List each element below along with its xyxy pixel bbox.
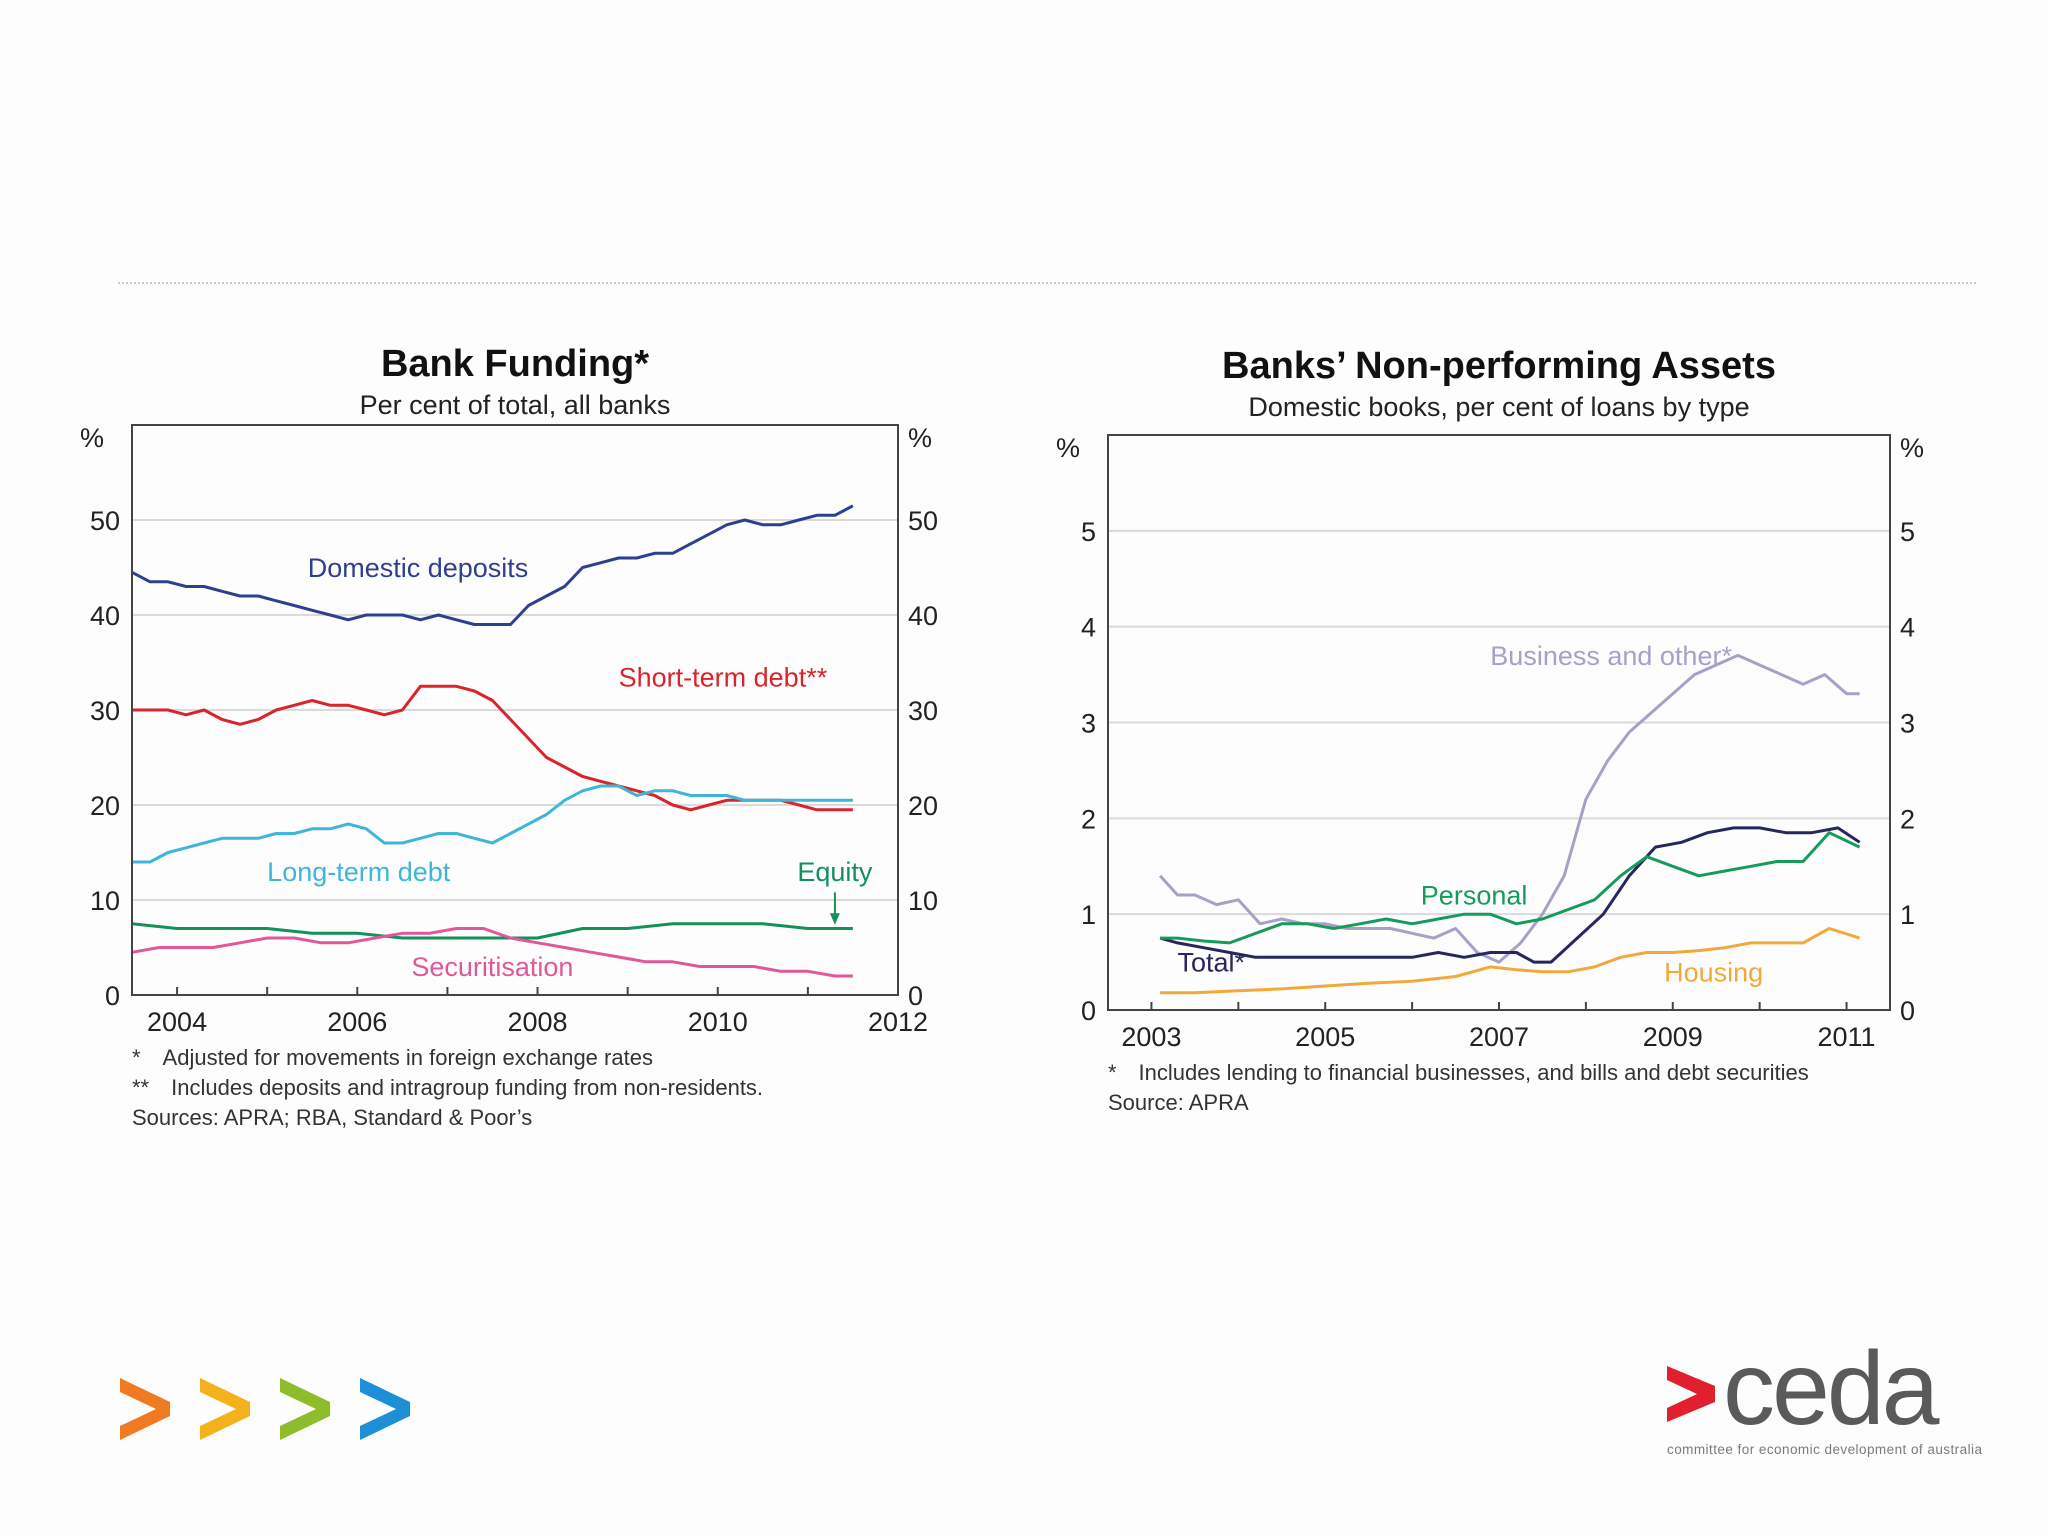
bank-funding-svg: Bank Funding* Per cent of total, all bank…: [80, 343, 938, 1130]
ceda-chevron-icon: [1667, 1366, 1715, 1422]
series-label-total: Total*: [1178, 948, 1246, 978]
series-line-equity: [131, 922, 853, 940]
y-tick-label-left: 0: [105, 981, 120, 1011]
y-tick-label-left: 10: [90, 886, 120, 916]
y-tick-label-left: 0: [1081, 996, 1096, 1026]
x-tick-label: 2006: [327, 1007, 387, 1037]
series-label-business: Business and other*: [1490, 641, 1732, 671]
y-tick-label-left: 4: [1081, 613, 1096, 643]
series-line-business: [1158, 653, 1860, 964]
series-label-longterm: Long-term debt: [267, 857, 451, 887]
series-line-personal: [1160, 831, 1861, 945]
y-tick-label-left: 50: [90, 506, 120, 536]
ceda-tagline: committee for economic development of au…: [1667, 1442, 1982, 1457]
chart-title: Bank Funding*: [381, 343, 649, 385]
y-tick-label-right: 40: [908, 601, 938, 631]
series-line-total: [1159, 826, 1861, 964]
chart-title: Banks’ Non-performing Assets: [1222, 345, 1776, 387]
y-tick-label-left: 30: [90, 696, 120, 726]
divider-rule: [118, 282, 1976, 284]
series-line-longterm: [132, 784, 853, 864]
y-tick-label-right: 2: [1900, 804, 1915, 834]
equity-pointer-arrowhead-icon: [829, 913, 840, 925]
series-line-shortterm: [132, 684, 853, 812]
footnote: * Includes lending to financial business…: [1108, 1060, 1809, 1085]
ceda-wordmark: ceda: [1723, 1331, 1940, 1447]
npa-chart: Banks’ Non-performing Assets Domestic boo…: [1056, 330, 1970, 1130]
footnote: * Adjusted for movements in foreign exch…: [132, 1045, 653, 1070]
x-tick-label: 2003: [1121, 1022, 1181, 1052]
arrow-yellow-icon: [200, 1378, 250, 1440]
x-tick-label: 2007: [1469, 1022, 1529, 1052]
series-line-securitisation: [131, 927, 853, 978]
y-tick-label-right: 5: [1900, 517, 1915, 547]
series-label-domestic: Domestic deposits: [308, 553, 529, 583]
y-unit-right: %: [908, 423, 932, 453]
x-tick-label: 2009: [1643, 1022, 1703, 1052]
arrow-blue-icon: [360, 1378, 410, 1440]
series-label-housing: Housing: [1664, 957, 1763, 987]
y-tick-label-right: 10: [908, 886, 938, 916]
y-tick-label-right: 3: [1900, 709, 1915, 739]
footnote: Sources: APRA; RBA, Standard & Poor’s: [132, 1105, 532, 1130]
plot-frame: [131, 424, 899, 996]
x-tick-label: 2008: [507, 1007, 567, 1037]
bank-funding-chart: Bank Funding* Per cent of total, all bank…: [80, 330, 940, 1140]
y-tick-label-right: 4: [1900, 613, 1915, 643]
y-tick-label-right: 20: [908, 791, 938, 821]
arrow-orange-icon: [120, 1378, 170, 1440]
y-tick-label-left: 5: [1081, 517, 1096, 547]
plot-frame: [1107, 434, 1891, 1011]
y-tick-label-right: 0: [908, 981, 923, 1011]
y-tick-label-left: 3: [1081, 709, 1096, 739]
y-tick-label-right: 1: [1900, 900, 1915, 930]
footnote: ** Includes deposits and intragroup fund…: [132, 1075, 763, 1100]
series-label-shortterm: Short-term debt**: [619, 662, 828, 692]
y-unit-right: %: [1900, 433, 1924, 463]
y-tick-label-right: 30: [908, 696, 938, 726]
ceda-logo: ceda committee for economic development …: [1667, 1331, 1982, 1457]
series-label-equity: Equity: [797, 857, 873, 887]
chart-subtitle: Domestic books, per cent of loans by typ…: [1248, 392, 1749, 422]
series-label-securitisation: Securitisation: [411, 952, 573, 982]
x-tick-label: 2004: [147, 1007, 207, 1037]
npa-svg: Banks’ Non-performing Assets Domestic boo…: [1056, 345, 1924, 1115]
chart-subtitle: Per cent of total, all banks: [360, 390, 671, 420]
y-tick-label-right: 0: [1900, 996, 1915, 1026]
y-tick-label-left: 2: [1081, 804, 1096, 834]
arrow-green-icon: [280, 1378, 330, 1440]
series-line-housing: [1160, 927, 1861, 995]
series-line-domestic: [131, 504, 854, 626]
series-label-personal: Personal: [1421, 881, 1528, 911]
x-tick-label: 2010: [688, 1007, 748, 1037]
y-tick-label-left: 20: [90, 791, 120, 821]
y-unit-left: %: [1056, 433, 1080, 463]
x-tick-label: 2012: [868, 1007, 928, 1037]
arrows-logo: [120, 1378, 410, 1440]
x-tick-label: 2011: [1818, 1022, 1876, 1052]
y-tick-label-left: 40: [90, 601, 120, 631]
y-unit-left: %: [80, 423, 104, 453]
footnote: Source: APRA: [1108, 1090, 1249, 1115]
y-tick-label-right: 50: [908, 506, 938, 536]
x-tick-label: 2005: [1295, 1022, 1355, 1052]
y-tick-label-left: 1: [1081, 900, 1096, 930]
